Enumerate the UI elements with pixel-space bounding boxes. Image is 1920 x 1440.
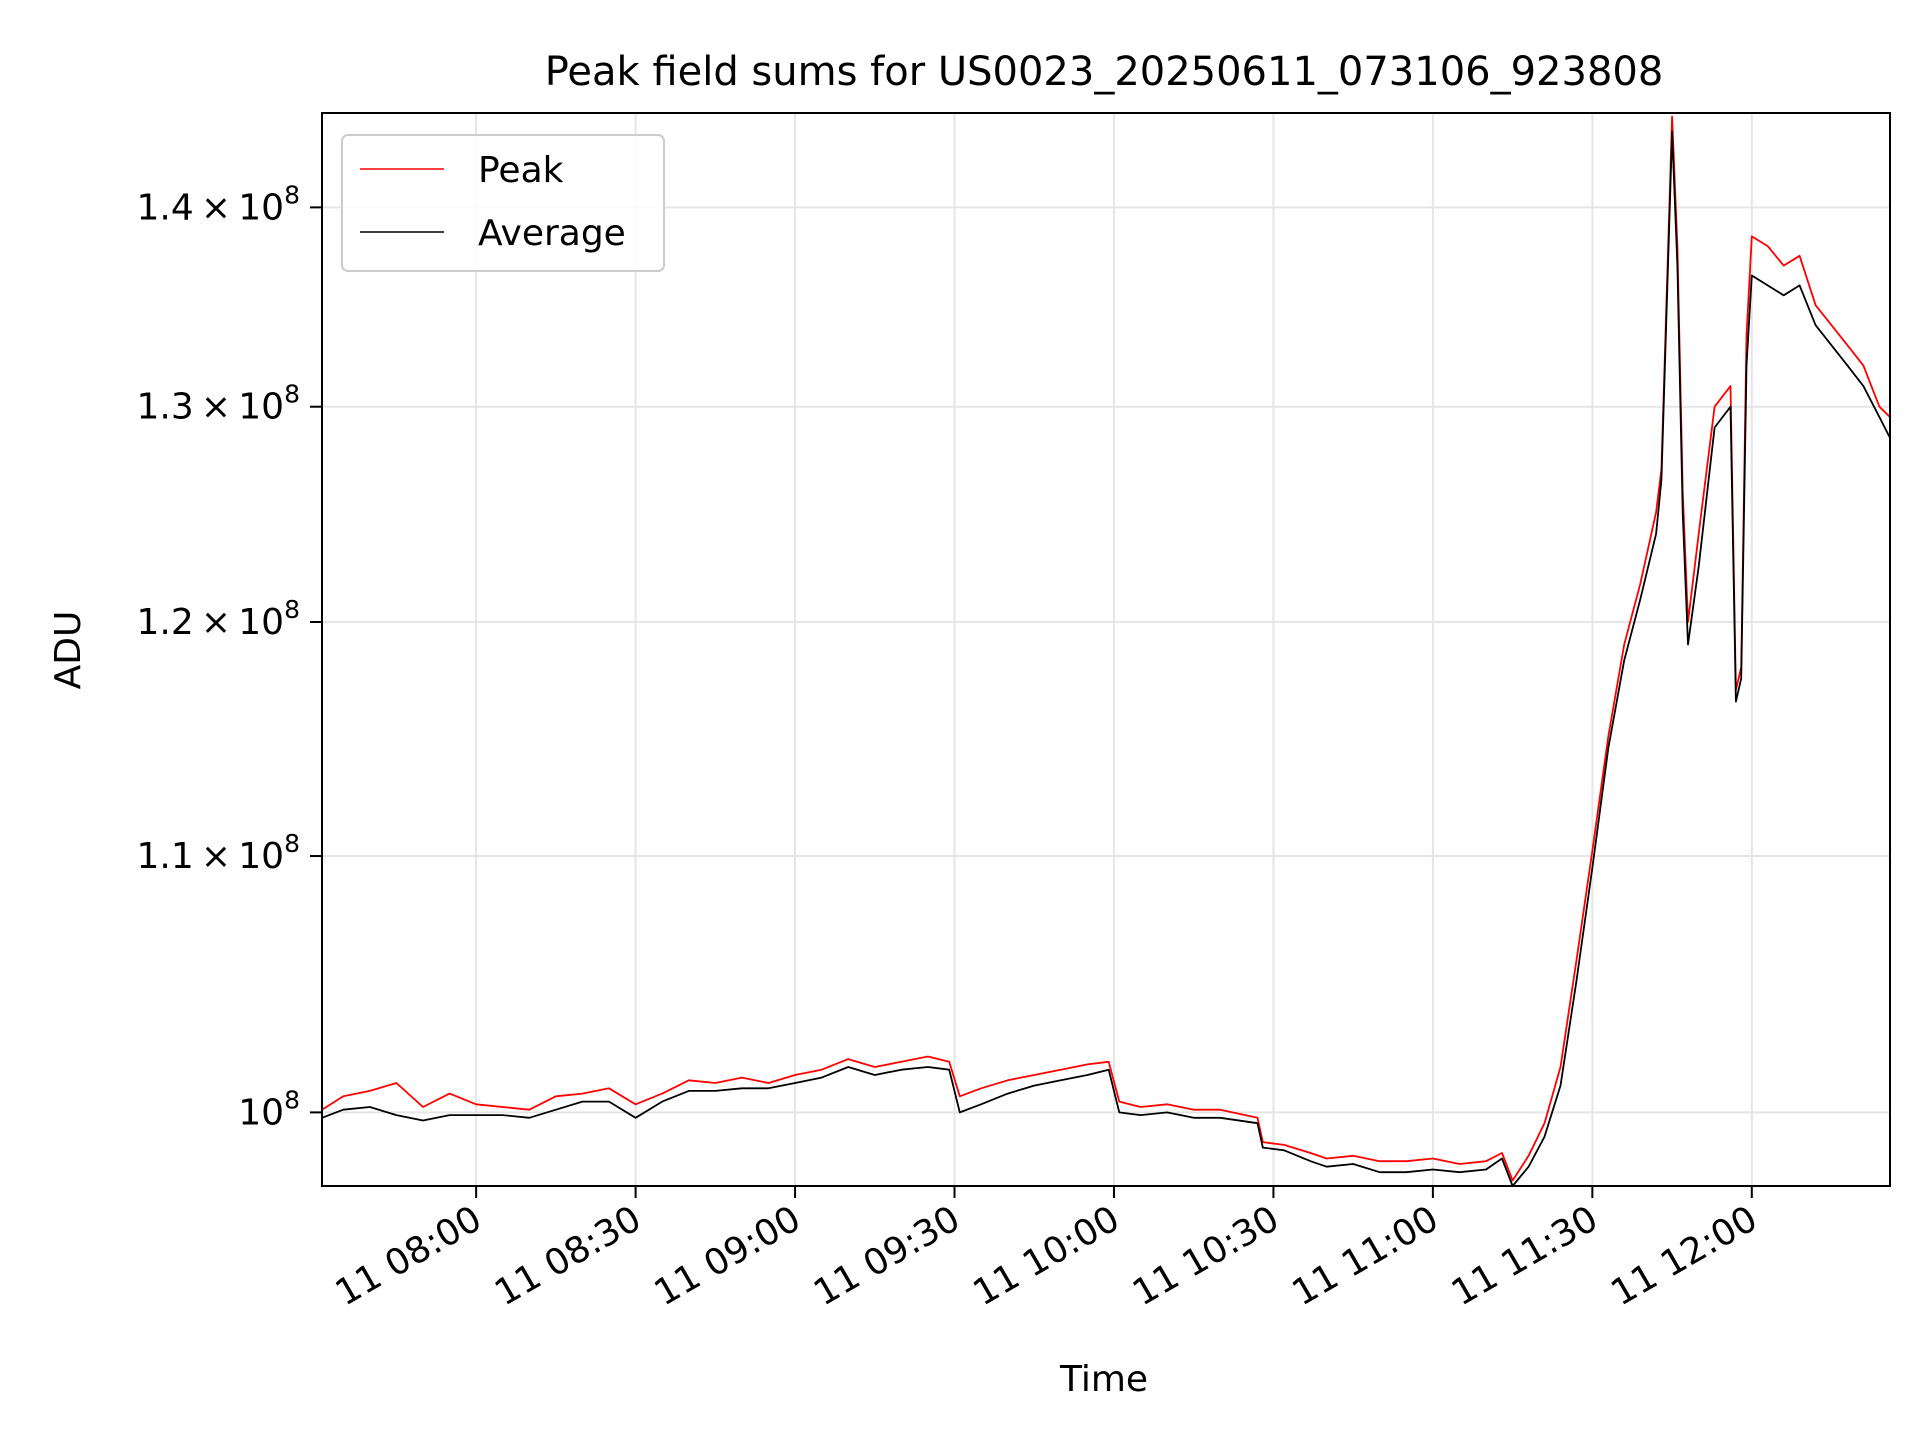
- legend-label-peak: Peak: [478, 150, 564, 191]
- plot-frame: [321, 112, 1891, 1187]
- legend: Peak Average: [341, 134, 665, 272]
- legend-label-average: Average: [478, 213, 626, 254]
- chart-title: Peak field sums for US0023_20250611_0731…: [545, 49, 1664, 95]
- y-tick-label: 108: [238, 1085, 300, 1133]
- x-axis-label: Time: [1059, 1359, 1148, 1400]
- series-layer: [321, 115, 1891, 1187]
- y-tick-label: 1.1 × 108: [136, 829, 300, 877]
- y-axis: 108 1.1 × 108 1.2 × 108 1.3 × 108 1.4 × 108: [136, 180, 322, 1133]
- series-line-peak: [321, 115, 1891, 1182]
- y-tick-label: 1.3 × 108: [136, 380, 300, 428]
- grid: [322, 113, 1890, 1186]
- y-tick-label: 1.4 × 108: [136, 180, 300, 228]
- y-axis-label: ADU: [48, 611, 89, 690]
- y-tick-label: 1.2 × 108: [136, 595, 300, 643]
- series-line-average: [321, 130, 1891, 1187]
